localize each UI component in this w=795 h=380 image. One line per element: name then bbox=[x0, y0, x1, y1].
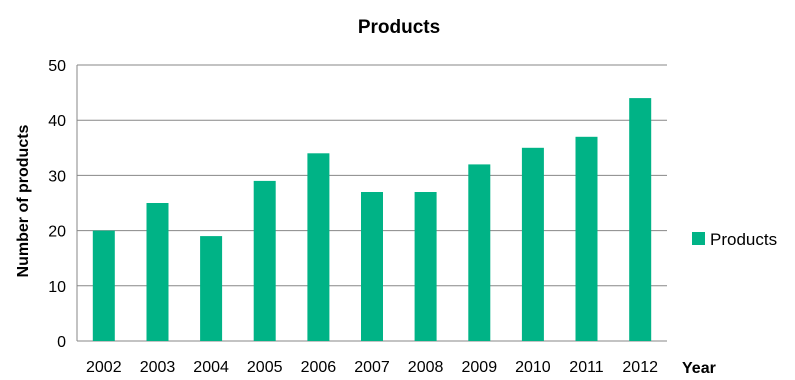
chart-title: Products bbox=[358, 17, 440, 38]
bar-2012 bbox=[629, 98, 652, 341]
bar-2003 bbox=[146, 203, 169, 341]
x-axis-ticks: 2002 2003 2004 2005 2006 2007 2008 2009 2010 2011… bbox=[86, 359, 658, 376]
y-tick-label: 0 bbox=[57, 334, 66, 351]
x-axis-label: Year bbox=[682, 360, 716, 377]
bar-2008 bbox=[414, 192, 437, 341]
x-tick-label: 2011 bbox=[569, 359, 604, 376]
y-tick-label: 50 bbox=[48, 58, 66, 75]
x-tick-label: 2006 bbox=[301, 359, 337, 376]
x-tick-label: 2005 bbox=[247, 359, 283, 376]
legend: Products bbox=[692, 230, 777, 249]
x-tick-label: 2009 bbox=[462, 359, 498, 376]
bar-2007 bbox=[361, 192, 383, 341]
x-tick-label: 2002 bbox=[86, 359, 122, 376]
legend-swatch bbox=[692, 232, 705, 245]
x-tick-label: 2004 bbox=[193, 359, 229, 376]
bar-2002 bbox=[92, 230, 115, 341]
x-tick-label: 2010 bbox=[515, 359, 551, 376]
x-tick-label: 2003 bbox=[140, 359, 176, 376]
bars bbox=[92, 98, 652, 341]
y-axis-label: Number of products bbox=[15, 124, 32, 277]
y-tick-label: 40 bbox=[48, 113, 66, 130]
x-tick-label: 2012 bbox=[622, 359, 658, 376]
bar-2004 bbox=[200, 236, 223, 341]
y-tick-label: 10 bbox=[48, 279, 66, 296]
bar-2010 bbox=[521, 147, 544, 341]
bar-2009 bbox=[468, 164, 491, 341]
y-axis-ticks: 0 10 20 30 40 50 bbox=[48, 58, 66, 351]
legend-label: Products bbox=[710, 230, 777, 249]
bar-2006 bbox=[307, 153, 330, 341]
bar-2005 bbox=[253, 180, 276, 341]
bar-2011 bbox=[575, 136, 598, 341]
y-tick-label: 30 bbox=[48, 168, 66, 185]
x-tick-label: 2008 bbox=[408, 359, 444, 376]
y-tick-label: 20 bbox=[48, 224, 66, 241]
x-tick-label: 2007 bbox=[354, 359, 390, 376]
